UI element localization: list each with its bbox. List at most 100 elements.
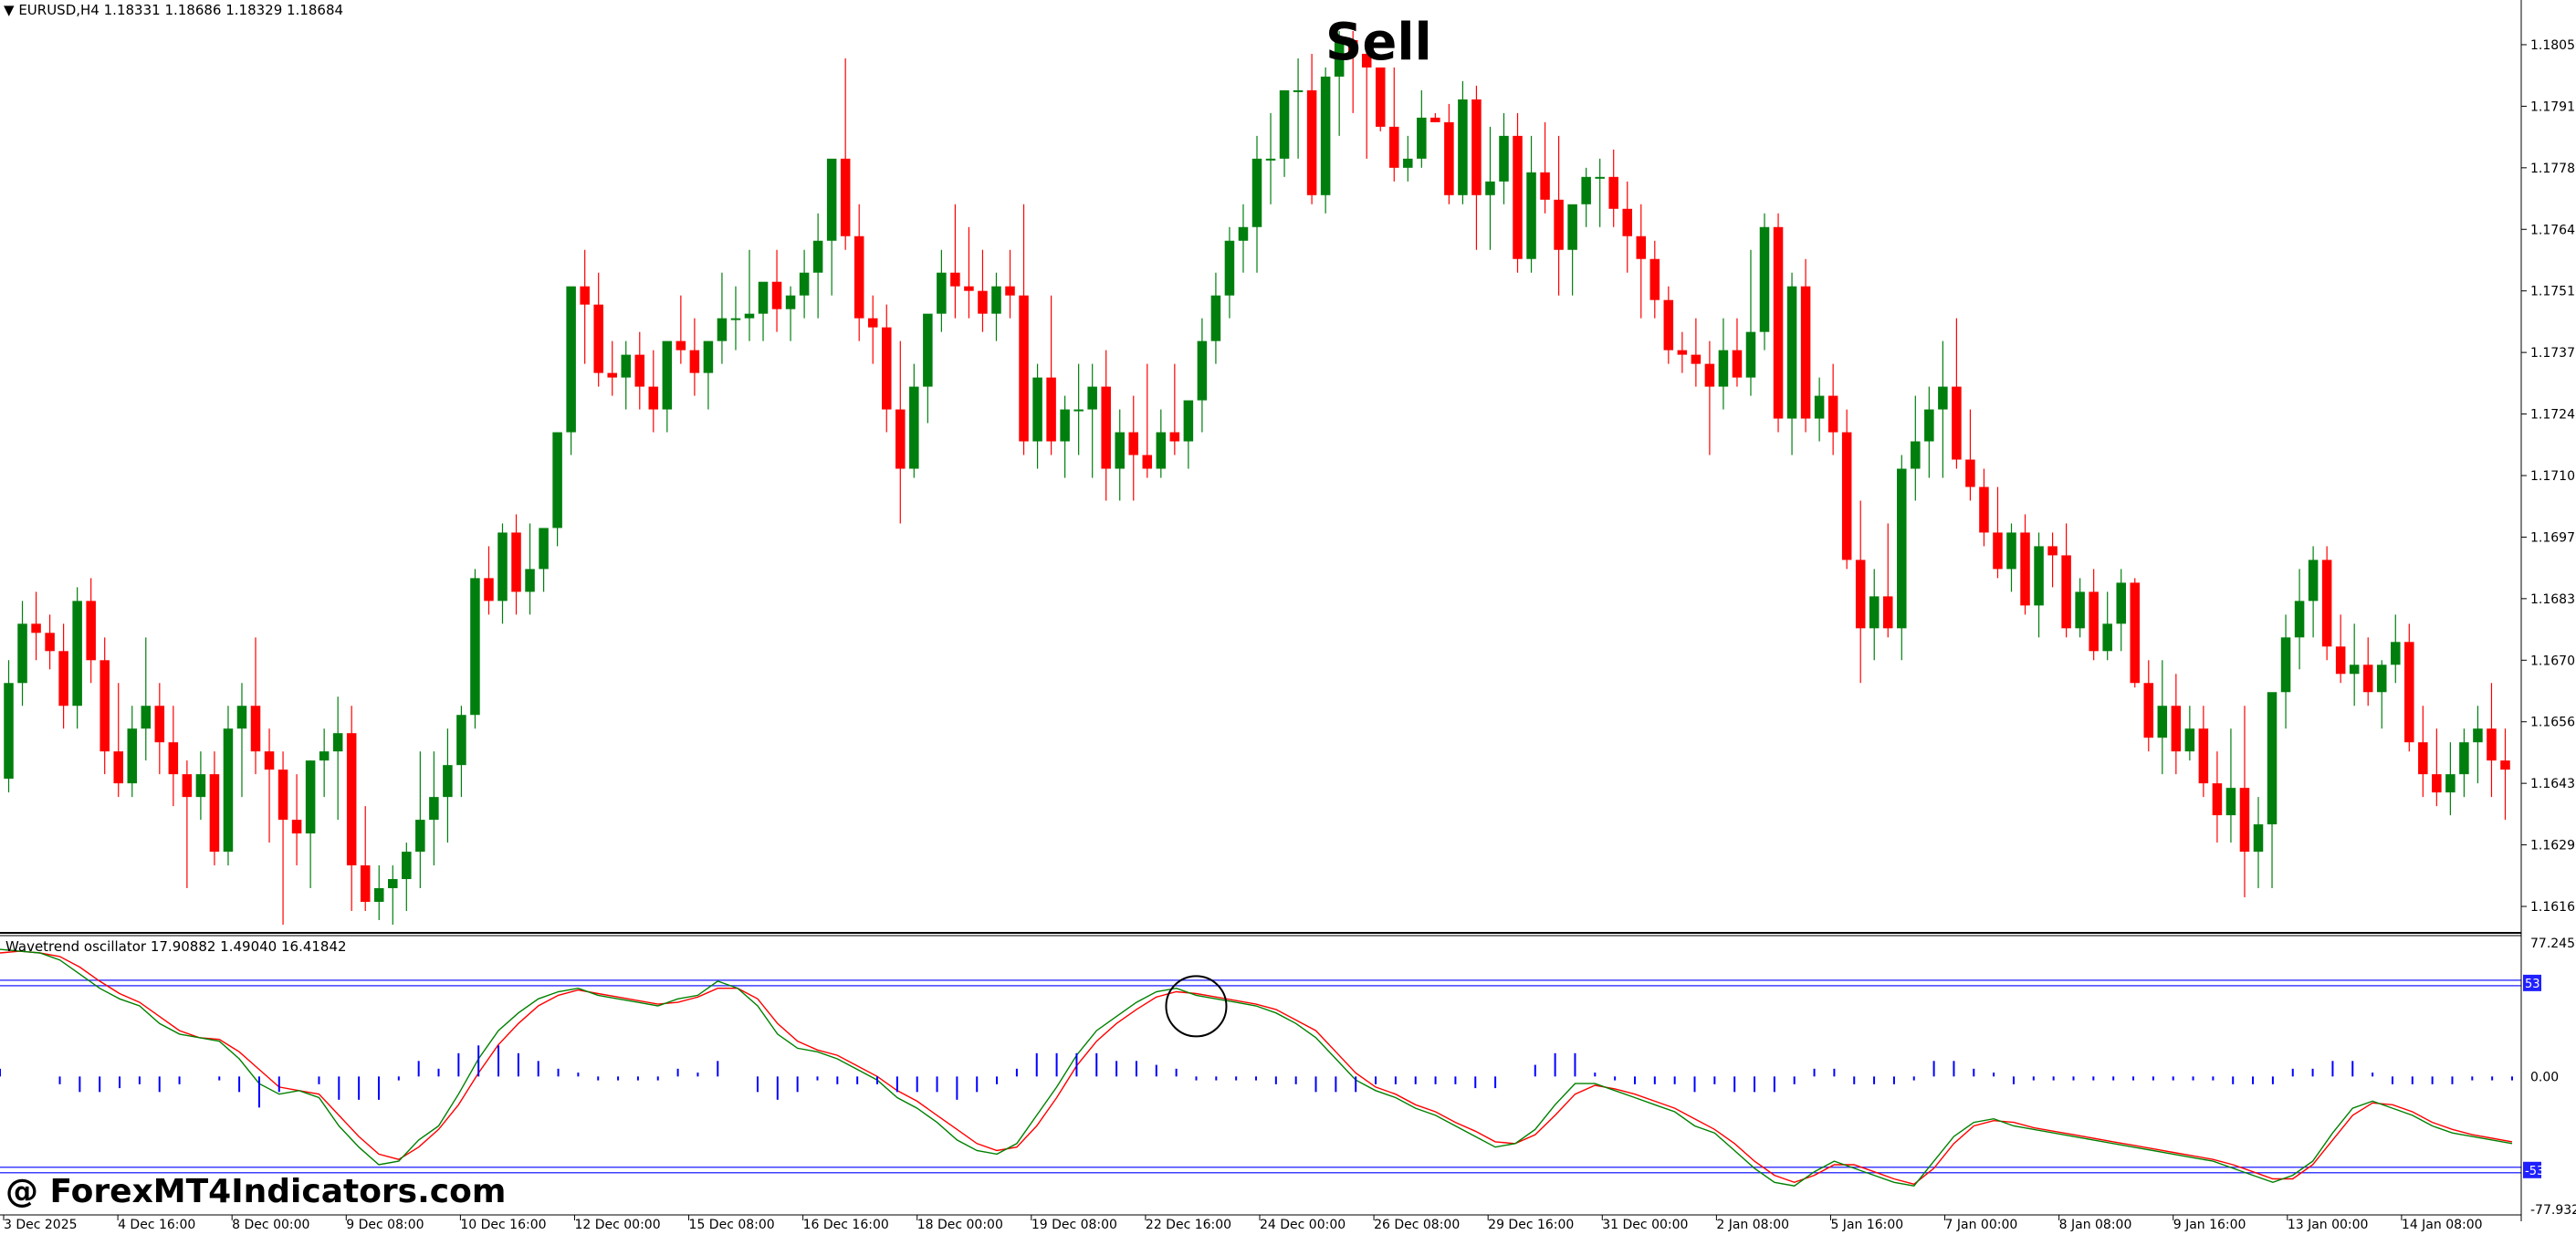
candle — [402, 843, 412, 912]
candle-body — [1060, 409, 1070, 442]
price-tick-label: 1.16835 — [2530, 592, 2576, 607]
candle-body — [1320, 76, 1331, 195]
candle-body — [154, 706, 165, 743]
candle — [388, 865, 398, 926]
candle — [853, 204, 864, 341]
candle-body — [1911, 441, 1921, 469]
candle — [182, 760, 193, 889]
price-tick-label: 1.17645 — [2530, 223, 2576, 237]
candle — [1773, 213, 1784, 433]
candle-body — [566, 286, 576, 433]
candle-body — [2212, 783, 2223, 816]
candle — [2198, 706, 2209, 798]
candle — [785, 286, 796, 341]
candle-body — [1636, 235, 1647, 259]
candle — [1800, 258, 1811, 433]
price-tick-label: 1.16160 — [2530, 900, 2576, 915]
candle-body — [1471, 99, 1482, 195]
candle-body — [2239, 788, 2250, 853]
candle — [675, 295, 686, 364]
candle-body — [429, 797, 439, 821]
candle-body — [2376, 665, 2387, 693]
candle-body — [209, 774, 220, 853]
candle — [1251, 135, 1262, 273]
candle — [2376, 660, 2387, 729]
candle-body — [1786, 286, 1797, 419]
candle — [1485, 126, 1495, 250]
candle — [1526, 135, 1536, 273]
candle — [882, 304, 892, 433]
oscillator-axis-label: 77.2459 — [2530, 937, 2576, 951]
candle-body — [607, 372, 617, 378]
time-tick-label: 13 Jan 00:00 — [2288, 1218, 2369, 1232]
candle — [443, 728, 453, 843]
candle-body — [552, 432, 562, 529]
candle — [2089, 569, 2099, 661]
candle — [332, 696, 343, 821]
candle-body — [2047, 546, 2058, 556]
candle-body — [17, 623, 27, 684]
candle — [2239, 706, 2250, 898]
candle — [1814, 377, 1825, 442]
candle-body — [937, 272, 947, 314]
candle — [470, 569, 480, 729]
time-tick-label: 4 Dec 16:00 — [118, 1218, 195, 1232]
candle — [1704, 340, 1715, 455]
candle-body — [730, 318, 741, 320]
candle — [1938, 340, 1948, 478]
candle — [236, 683, 247, 798]
time-tick-label: 2 Jan 08:00 — [1716, 1218, 1789, 1232]
candle-body — [964, 286, 974, 291]
candle-body — [2253, 824, 2264, 853]
oscillator-axis-label: -77.9326 — [2530, 1203, 2576, 1218]
candle-body — [1128, 432, 1139, 455]
candle-body — [223, 728, 234, 853]
candle — [1032, 363, 1042, 469]
candle — [1636, 204, 1647, 319]
time-tick-label: 26 Dec 08:00 — [1374, 1218, 1460, 1232]
candle — [277, 751, 288, 926]
candle-body — [1704, 363, 1715, 387]
candle-body — [1183, 400, 1194, 442]
price-tick-label: 1.16295 — [2530, 839, 2576, 853]
candle — [1115, 409, 1125, 501]
candle-body — [1251, 158, 1262, 227]
candle — [1911, 395, 1921, 501]
candle — [2349, 623, 2360, 706]
candle-body — [1238, 226, 1249, 241]
candle-body — [1677, 350, 1688, 355]
candle — [1060, 395, 1070, 478]
candle — [2225, 728, 2236, 843]
candle — [2157, 660, 2168, 775]
price-tick-label: 1.17915 — [2530, 99, 2576, 114]
candle — [2020, 514, 2030, 615]
candle-body — [45, 633, 55, 652]
candle — [2130, 578, 2141, 688]
candle — [1855, 500, 1866, 684]
price-tick-label: 1.18050 — [2530, 38, 2576, 53]
candle — [2102, 591, 2112, 661]
wavetrend-slow-line — [0, 950, 2513, 1186]
candle-body — [1169, 432, 1180, 442]
candle-body — [785, 295, 796, 309]
candle-body — [1224, 240, 1235, 296]
time-tick-label: 8 Jan 08:00 — [2059, 1218, 2132, 1232]
candle — [744, 249, 755, 341]
collapse-triangle-icon[interactable]: ▼ — [4, 2, 15, 18]
candle-body — [1389, 126, 1399, 168]
candle — [360, 806, 371, 912]
candle-body — [511, 532, 521, 592]
candle-body — [882, 327, 892, 410]
candle — [1142, 363, 1153, 478]
candle-body — [31, 623, 41, 633]
candle-body — [1279, 89, 1290, 159]
candle-body — [1581, 176, 1591, 204]
candle-body — [1513, 135, 1523, 259]
candle — [826, 158, 837, 296]
candle-body — [1979, 487, 1989, 533]
time-tick-label: 18 Dec 00:00 — [917, 1218, 1003, 1232]
candle — [2034, 532, 2044, 638]
candle-body — [593, 304, 603, 373]
candle — [1169, 363, 1180, 455]
